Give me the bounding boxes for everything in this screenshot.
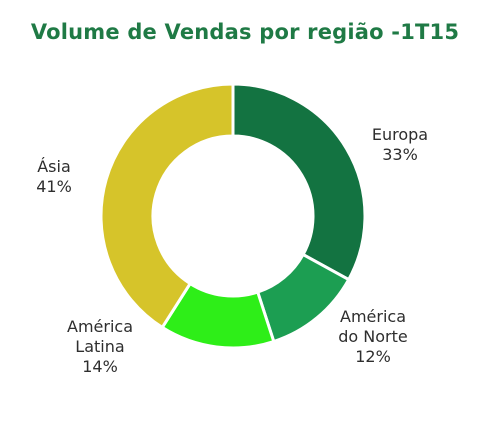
slice--sia <box>99 82 235 330</box>
slice-europa <box>231 82 367 282</box>
chart-title: Volume de Vendas por região -1T15 <box>30 20 460 44</box>
donut-labels: Europa 33% América do Norte 12% América Latina… <box>36 125 428 376</box>
data-label: América Latina 14% <box>67 317 133 376</box>
donut-slices <box>99 82 367 350</box>
data-label: América do Norte 12% <box>338 307 407 366</box>
data-label: Ásia 41% <box>36 157 72 196</box>
data-label: Europa 33% <box>372 125 428 164</box>
